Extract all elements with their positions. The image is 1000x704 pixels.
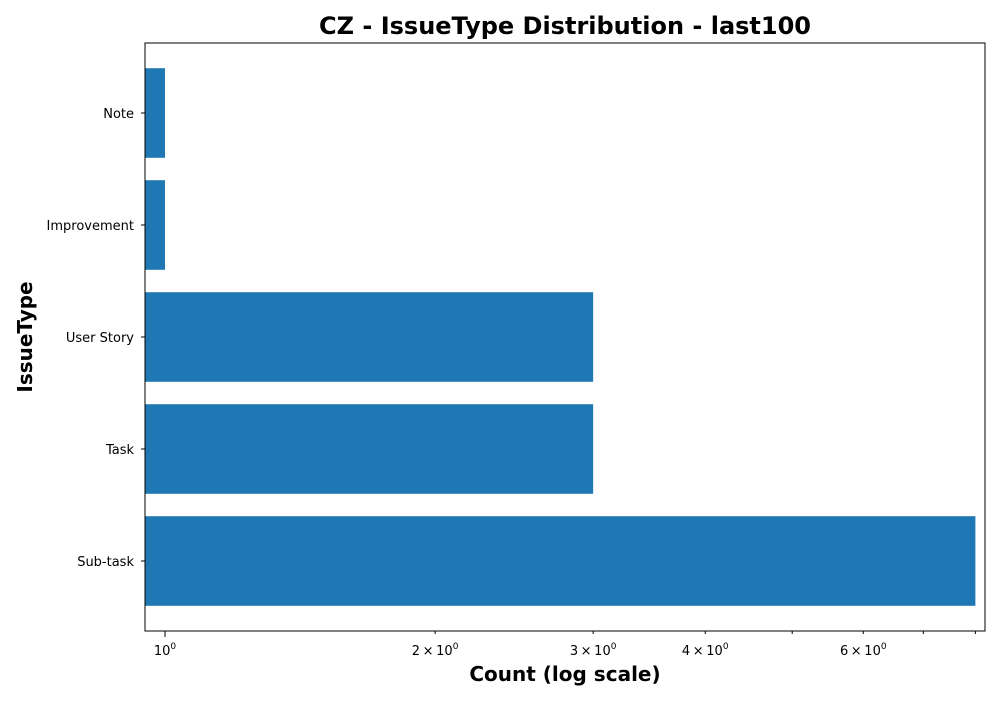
x-tick-label: 2 × 100 (412, 642, 459, 659)
y-tick-label: Improvement (47, 219, 134, 234)
y-tick-label: Note (103, 107, 134, 122)
x-axis-label: Count (log scale) (469, 662, 660, 686)
chart-title: CZ - IssueType Distribution - last100 (319, 12, 811, 40)
y-axis-label: IssueType (13, 281, 37, 392)
y-tick-label: Task (105, 443, 135, 458)
y-tick-label: User Story (66, 331, 134, 346)
bar-user-story (145, 292, 594, 382)
bar-note (145, 68, 165, 158)
x-tick-label: 6 × 100 (840, 642, 887, 659)
plot-frame (144, 42, 986, 632)
y-tick-label: Sub-task (77, 555, 134, 570)
bar-sub-task (145, 516, 976, 606)
x-tick-label: 4 × 100 (682, 642, 729, 659)
x-tick-label: 3 × 100 (570, 642, 617, 659)
bar-improvement (145, 180, 165, 270)
bar-task (145, 404, 594, 494)
